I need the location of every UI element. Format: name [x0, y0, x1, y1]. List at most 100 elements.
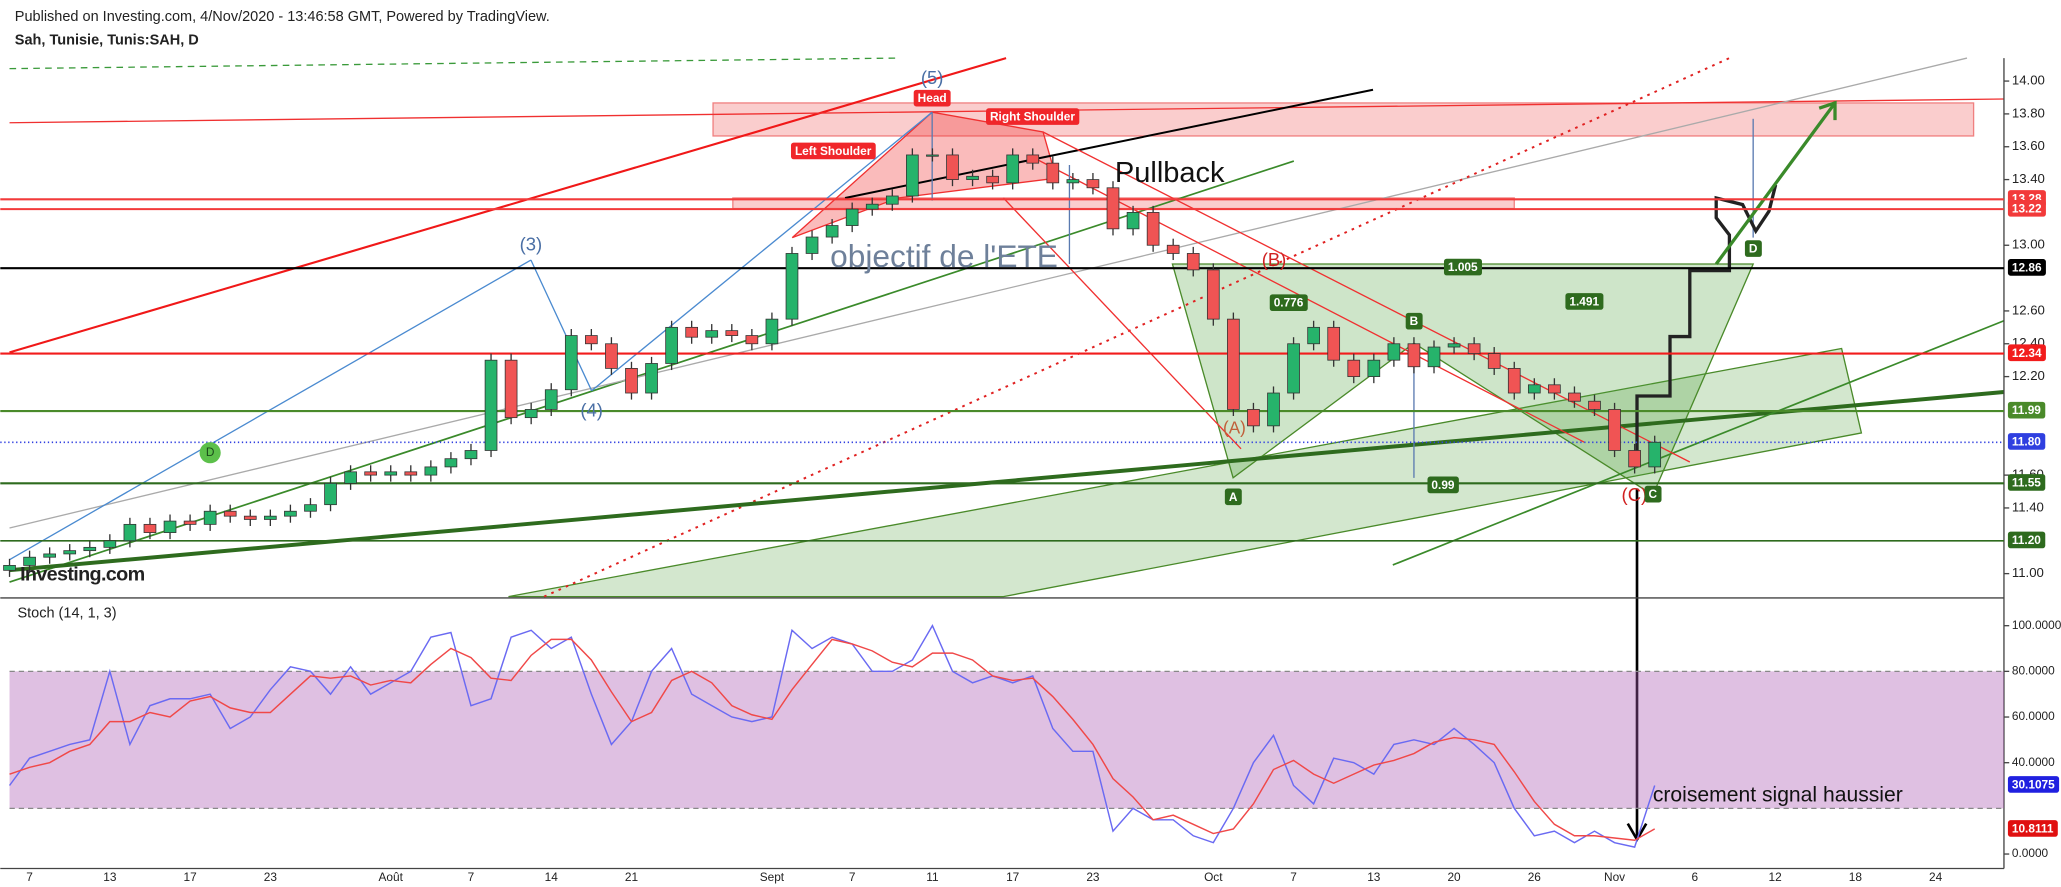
candle-body — [23, 556, 36, 566]
y-tick-label: 12.60 — [2012, 302, 2045, 317]
candle-body — [384, 471, 398, 476]
trend-line — [844, 88, 1374, 199]
x-tick-label: 7 — [1290, 870, 1297, 884]
y-tick-label: 80.0000 — [2012, 664, 2055, 678]
annotation: A — [1229, 490, 1238, 504]
annotation: croisement signal haussier — [1653, 784, 1903, 807]
candle-body — [665, 326, 678, 364]
candle-body — [1487, 353, 1501, 369]
candle-body — [324, 482, 337, 506]
candle-body — [1006, 154, 1020, 184]
y-tick-label: 11.00 — [2012, 565, 2044, 580]
candle-body — [765, 318, 779, 345]
badge-bg — [2007, 474, 2046, 491]
candle-body — [264, 515, 277, 520]
candle-body — [1287, 343, 1300, 394]
candle-body — [444, 458, 458, 468]
x-tick-label: 7 — [849, 870, 856, 884]
stoch-line — [8, 624, 1656, 848]
x-tick-label: Sept — [760, 870, 785, 884]
price-level-label: 11.80 — [2012, 434, 2041, 448]
candle-body — [1568, 392, 1581, 402]
price-level-label: 11.99 — [2012, 403, 2041, 417]
candle-body — [344, 471, 357, 484]
annotation: (C) — [1622, 484, 1648, 505]
annotation: Pullback — [1115, 157, 1225, 189]
candle-body — [1507, 367, 1521, 394]
harmonic-pattern — [1171, 263, 1755, 496]
annotation: Right Shoulder — [990, 110, 1075, 124]
badge-bg — [1565, 293, 1604, 310]
y-tick-label: 60.0000 — [2012, 709, 2055, 723]
x-tick-label: 12 — [1768, 870, 1781, 884]
price-level-label: 13.22 — [2012, 201, 2042, 215]
candle-body — [223, 510, 237, 517]
candle-body — [1407, 343, 1421, 368]
x-tick-label: Août — [379, 870, 404, 884]
trend-line — [9, 57, 898, 70]
symbol-title: Sah, Tunisie, Tunis:SAH, D — [15, 33, 199, 49]
candle-body — [1447, 343, 1461, 348]
y-tick-label: 13.00 — [2012, 237, 2045, 252]
candle-body — [203, 510, 217, 525]
candle-body — [785, 253, 799, 320]
badge-bg — [1427, 476, 1459, 494]
candle-body — [1166, 244, 1180, 254]
x-tick-label: 23 — [264, 870, 278, 884]
candle-body — [725, 330, 739, 336]
candle-body — [1307, 326, 1320, 345]
candle-body — [1247, 409, 1260, 427]
candle-body — [304, 504, 317, 512]
x-tick-label: 23 — [1086, 870, 1100, 884]
x-tick-label: 17 — [1006, 870, 1019, 884]
badge-bg — [2007, 259, 2046, 276]
candle-body — [424, 466, 438, 476]
x-tick-label: 17 — [183, 870, 196, 884]
x-tick-label: 7 — [468, 870, 475, 884]
candle-body — [143, 523, 157, 533]
annotation: 1.005 — [1448, 260, 1478, 274]
badge-bg — [2007, 776, 2060, 793]
price-level-label: 11.20 — [2012, 533, 2041, 547]
candle-body — [946, 154, 959, 180]
projection-path — [1635, 184, 1778, 456]
annotation: D — [1749, 242, 1758, 256]
candle-body — [284, 510, 297, 517]
y-tick-label: 40.0000 — [2012, 755, 2055, 769]
annotation: objectif de l'ETE — [830, 238, 1058, 274]
trend-line — [543, 57, 1730, 598]
x-tick-label: 26 — [1528, 870, 1542, 884]
published-note: Published on Investing.com, 4/Nov/2020 -… — [15, 9, 550, 25]
badge-bg — [2007, 433, 2046, 450]
annotation: 0.99 — [1431, 478, 1454, 492]
x-tick-label: 18 — [1849, 870, 1863, 884]
target-arrow — [1714, 101, 1837, 265]
candle-body — [825, 225, 839, 238]
candle-body — [504, 359, 518, 419]
stoch-line — [9, 638, 1656, 842]
badge-bg — [1224, 488, 1242, 506]
candle-body — [1106, 187, 1120, 230]
candle-body — [524, 409, 538, 419]
y-tick-label: 100.0000 — [2012, 618, 2061, 632]
candle-body — [1367, 359, 1381, 377]
candle-body — [625, 367, 638, 394]
badge-bg — [986, 108, 1080, 125]
x-tick-label: Nov — [1604, 870, 1625, 884]
candle-body — [705, 330, 719, 338]
y-tick-label: 12.20 — [2012, 368, 2045, 383]
candle-body — [1267, 392, 1280, 427]
x-tick-label: 6 — [1692, 870, 1699, 884]
last-value-label: 10.8111 — [2012, 821, 2054, 835]
price-level-label: 12.34 — [2012, 346, 2042, 360]
candle-body — [805, 236, 819, 254]
x-tick-label: 21 — [625, 870, 639, 884]
x-tick-label: 14 — [545, 870, 559, 884]
candle-body — [1548, 384, 1561, 394]
x-tick-label: 24 — [1929, 870, 1943, 884]
candle-body — [464, 450, 478, 460]
candle-body — [43, 553, 56, 558]
badge-bg — [2007, 820, 2058, 837]
